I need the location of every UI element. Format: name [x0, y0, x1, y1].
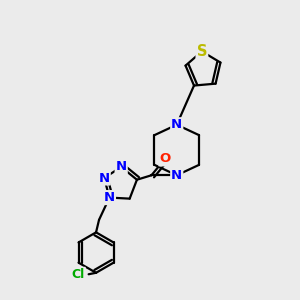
- Text: S: S: [196, 44, 207, 59]
- Text: N: N: [104, 191, 115, 204]
- Text: Cl: Cl: [72, 268, 85, 281]
- Text: N: N: [99, 172, 110, 184]
- Text: N: N: [171, 169, 182, 182]
- Text: O: O: [159, 152, 170, 165]
- Text: N: N: [171, 118, 182, 131]
- Text: N: N: [116, 160, 127, 173]
